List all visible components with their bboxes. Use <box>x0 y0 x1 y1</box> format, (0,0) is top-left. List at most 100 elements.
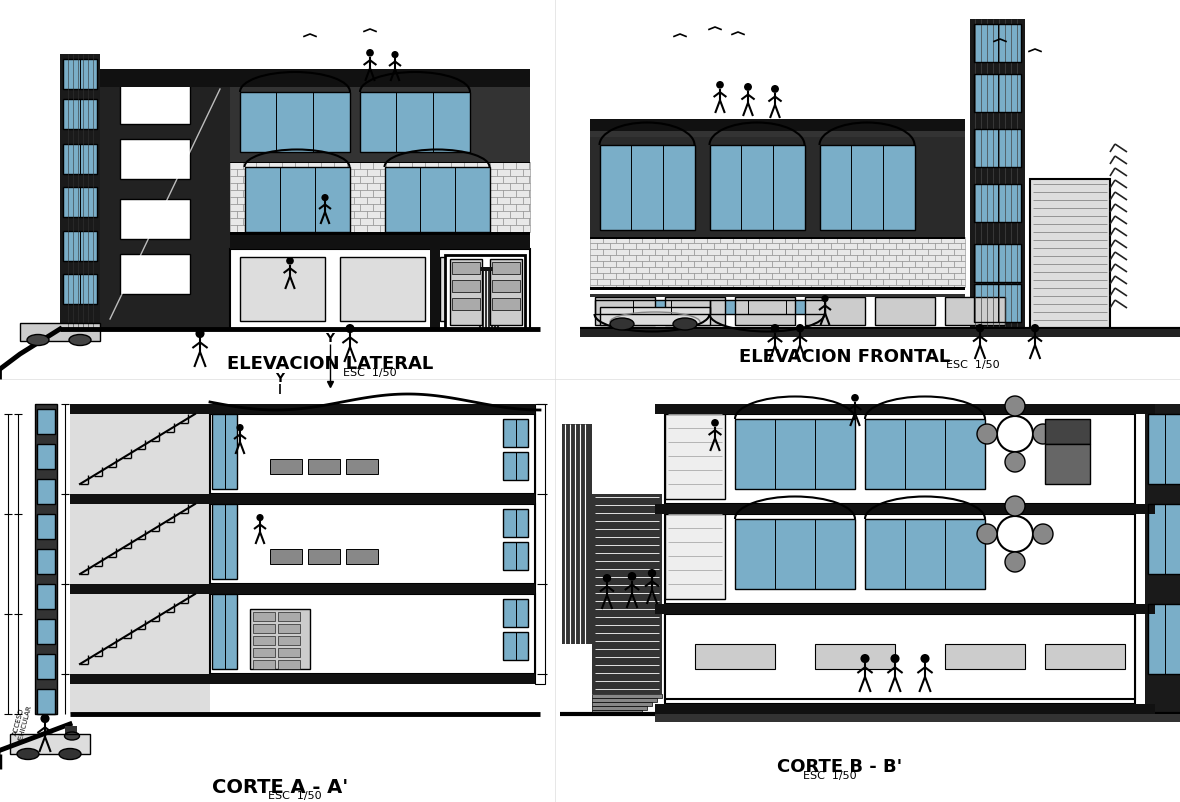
Bar <box>37 619 55 644</box>
Bar <box>230 170 237 176</box>
Bar <box>1148 415 1180 484</box>
Bar <box>240 257 324 322</box>
Bar <box>636 244 649 249</box>
Bar <box>592 695 662 698</box>
Bar <box>472 268 504 272</box>
Bar <box>681 249 694 255</box>
Bar <box>516 205 529 211</box>
Bar <box>385 168 490 233</box>
Bar <box>278 624 300 634</box>
Bar <box>490 219 503 225</box>
Bar <box>629 261 642 267</box>
Bar <box>655 604 1155 614</box>
Bar <box>616 286 629 288</box>
Bar <box>876 273 889 279</box>
Bar <box>100 70 230 330</box>
Bar <box>419 170 432 176</box>
Circle shape <box>1005 553 1025 573</box>
Bar <box>759 273 772 279</box>
Bar <box>237 225 250 233</box>
Bar <box>346 549 378 565</box>
Bar <box>785 273 798 279</box>
Bar <box>831 268 844 273</box>
Bar <box>230 163 243 169</box>
Bar <box>510 198 523 205</box>
Bar <box>37 549 55 574</box>
Bar <box>1045 644 1125 669</box>
Bar <box>850 286 863 288</box>
Bar <box>844 268 857 273</box>
Bar <box>844 280 857 286</box>
Bar <box>37 444 55 469</box>
Bar <box>212 504 237 579</box>
Bar <box>863 237 876 243</box>
Bar <box>688 280 701 286</box>
Bar <box>419 212 432 218</box>
Bar <box>590 244 597 249</box>
Bar <box>458 212 471 218</box>
Bar <box>308 163 321 169</box>
Bar <box>210 494 535 504</box>
Bar <box>668 286 681 288</box>
Bar <box>590 237 965 240</box>
Bar <box>438 191 451 197</box>
Bar <box>278 660 300 669</box>
Bar <box>974 130 1021 168</box>
Bar <box>63 188 97 217</box>
Bar <box>276 170 289 176</box>
Circle shape <box>716 82 723 90</box>
Bar <box>477 176 490 184</box>
Bar <box>863 249 876 255</box>
Bar <box>497 212 510 218</box>
Bar <box>701 280 714 286</box>
Text: CORTE A - A': CORTE A - A' <box>212 777 348 796</box>
Bar <box>590 132 965 138</box>
Bar <box>974 285 1021 322</box>
Bar <box>850 237 863 243</box>
Bar <box>735 520 856 589</box>
Bar <box>759 286 772 288</box>
Bar <box>360 191 373 197</box>
Bar <box>328 170 341 176</box>
Bar <box>629 249 642 255</box>
Bar <box>503 509 527 537</box>
Bar <box>308 176 321 184</box>
Bar <box>735 298 795 326</box>
Bar <box>857 280 870 286</box>
Bar <box>948 268 961 273</box>
Bar <box>464 205 477 211</box>
Bar <box>863 273 876 279</box>
Bar <box>805 298 865 326</box>
Bar <box>464 163 477 169</box>
Bar <box>240 93 350 153</box>
Bar <box>503 205 516 211</box>
Bar <box>230 176 243 184</box>
Bar <box>210 504 535 585</box>
Bar <box>740 244 753 249</box>
Bar <box>63 100 97 130</box>
Bar <box>592 702 653 706</box>
Text: ELEVACION FRONTAL: ELEVACION FRONTAL <box>739 347 950 366</box>
Bar <box>37 410 55 435</box>
Bar <box>63 274 97 305</box>
Bar <box>668 273 681 279</box>
Bar <box>237 170 250 176</box>
Bar <box>497 170 510 176</box>
Bar <box>914 249 927 255</box>
Bar <box>250 170 263 176</box>
Bar <box>694 261 707 267</box>
Bar <box>497 225 510 233</box>
Bar <box>250 225 263 233</box>
Bar <box>386 219 399 225</box>
Bar <box>666 415 1135 504</box>
Bar <box>245 168 350 233</box>
Bar <box>253 636 275 645</box>
Bar <box>927 249 940 255</box>
Bar <box>733 273 746 279</box>
Bar <box>354 212 367 218</box>
Bar <box>927 237 940 243</box>
Bar <box>523 225 530 233</box>
Bar <box>590 280 597 286</box>
Bar <box>772 273 785 279</box>
Bar <box>302 212 315 218</box>
